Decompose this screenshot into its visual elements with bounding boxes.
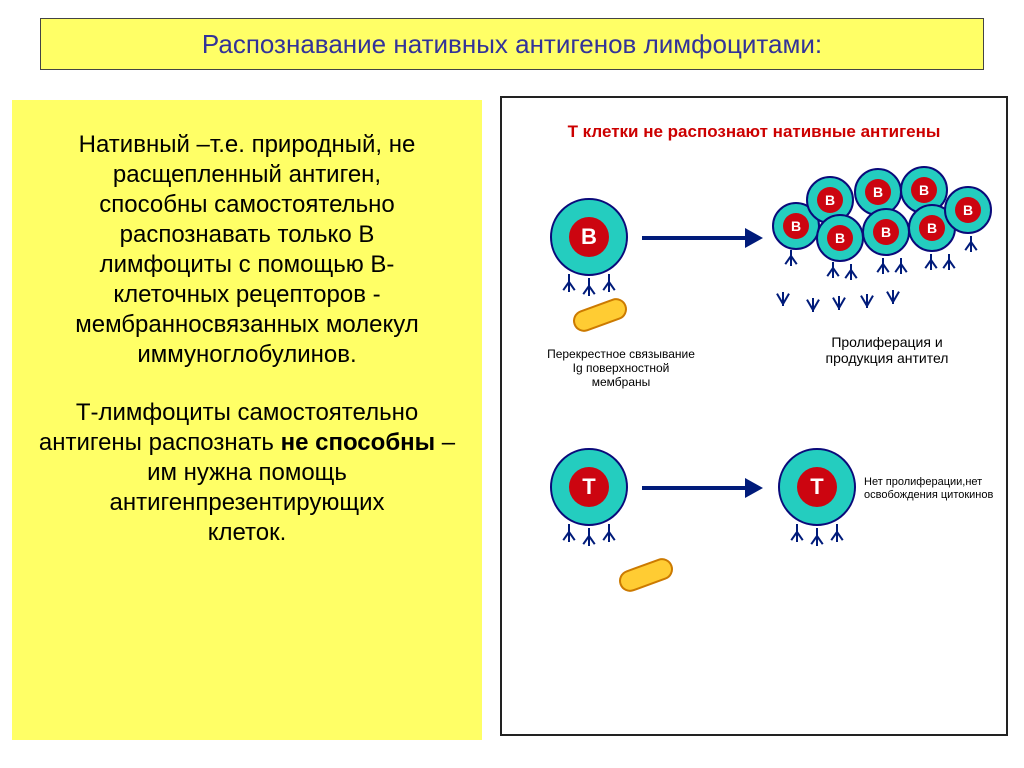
receptor-icon (568, 524, 570, 542)
para2-line: Т-лимфоциты самостоятельно (24, 398, 470, 428)
receptor-icon (608, 524, 610, 542)
receptor-icon (796, 524, 798, 542)
slide-title: Распознавание нативных антигенов лимфоци… (202, 29, 822, 60)
t-cell-core: Т (569, 467, 609, 507)
t-cell-core: Т (797, 467, 837, 507)
para1-line: клеточных рецепторов - (24, 280, 470, 310)
t-label: Т (582, 474, 595, 500)
caption-line: Нет пролиферации,нет (864, 476, 982, 488)
arrow-icon (642, 236, 747, 240)
receptor-icon (588, 528, 590, 546)
receptor-icon (836, 524, 838, 542)
caption-no-proliferation: Нет пролиферации,нет освобождения цитоки… (864, 476, 1004, 501)
b-core: В (783, 213, 809, 239)
para2-bold: не способны (281, 429, 436, 456)
b-label: В (825, 192, 835, 208)
para1-line: распознавать только В (24, 220, 470, 250)
caption-line: освобождения цитокинов (864, 489, 993, 501)
receptor-icon (882, 258, 884, 274)
receptor-icon (588, 278, 590, 296)
b-core: В (873, 219, 899, 245)
b-core: В (865, 179, 891, 205)
caption-crosslinking: Перекрестное связывание Ig поверхностной… (526, 348, 716, 389)
b-label: В (927, 220, 937, 236)
para2-line: антигенпрезентирующих (24, 488, 470, 518)
b-cell-core: В (569, 217, 609, 257)
para2-part: антигены распознать (39, 429, 281, 456)
receptor-icon (832, 262, 834, 278)
caption-line: Ig поверхностной (573, 361, 670, 375)
antibody-icon (838, 296, 840, 310)
receptor-icon (900, 258, 902, 274)
antigen-icon (616, 555, 676, 595)
antibody-icon (892, 290, 894, 304)
caption-line: Перекрестное связывание (547, 347, 695, 361)
b-cell-cluster: В В В В В В В В (772, 166, 992, 336)
antibody-icon (866, 294, 868, 308)
receptor-icon (568, 274, 570, 292)
slide-title-bar: Распознавание нативных антигенов лимфоци… (40, 18, 984, 70)
para1-line: расщепленный антиген, (24, 160, 470, 190)
antigen-icon (570, 295, 630, 335)
antibody-icon (812, 298, 814, 312)
b-label: В (873, 184, 883, 200)
diagram-title: Т клетки не распознают нативные антигены (502, 122, 1006, 142)
b-core: В (955, 197, 981, 223)
b-label: В (791, 218, 801, 234)
b-label: В (835, 230, 845, 246)
b-core: В (827, 225, 853, 251)
b-label: В (581, 224, 597, 250)
b-core: В (911, 177, 937, 203)
receptor-icon (850, 264, 852, 280)
t-label: Т (810, 474, 823, 500)
para1-line: лимфоциты с помощью В- (24, 250, 470, 280)
receptor-icon (930, 254, 932, 270)
b-core: В (919, 215, 945, 241)
b-cell-small: В (816, 214, 864, 262)
b-label: В (919, 182, 929, 198)
arrow-head-icon (745, 228, 763, 248)
b-label: В (963, 202, 973, 218)
receptor-icon (608, 274, 610, 292)
para2-line: клеток. (24, 518, 470, 548)
t-cell: Т (778, 448, 856, 526)
caption-line: Пролиферация и (831, 334, 942, 350)
receptor-icon (790, 250, 792, 266)
para1-line: иммуноглобулинов. (24, 340, 470, 370)
b-cell: В (550, 198, 628, 276)
caption-proliferation: Пролиферация и продукция антител (802, 334, 972, 366)
diagram-panel: Т клетки не распознают нативные антигены… (500, 96, 1008, 736)
b-core: В (817, 187, 843, 213)
arrow-head-icon (745, 478, 763, 498)
b-label: В (881, 224, 891, 240)
para1-line: Нативный –т.е. природный, не (24, 130, 470, 160)
receptor-icon (970, 236, 972, 252)
caption-line: мембраны (592, 375, 651, 389)
b-cell-small: В (944, 186, 992, 234)
para2-line: антигены распознать не способны – им нуж… (24, 428, 470, 488)
b-cell-small: В (862, 208, 910, 256)
t-cell: Т (550, 448, 628, 526)
para1-line: способны самостоятельно (24, 190, 470, 220)
caption-line: продукция антител (826, 350, 949, 366)
para1-line: мембранносвязанных молекул (24, 310, 470, 340)
antibody-icon (782, 292, 784, 306)
receptor-icon (816, 528, 818, 546)
arrow-icon (642, 486, 747, 490)
receptor-icon (948, 254, 950, 270)
definition-panel: Нативный –т.е. природный, не расщепленны… (12, 100, 482, 740)
